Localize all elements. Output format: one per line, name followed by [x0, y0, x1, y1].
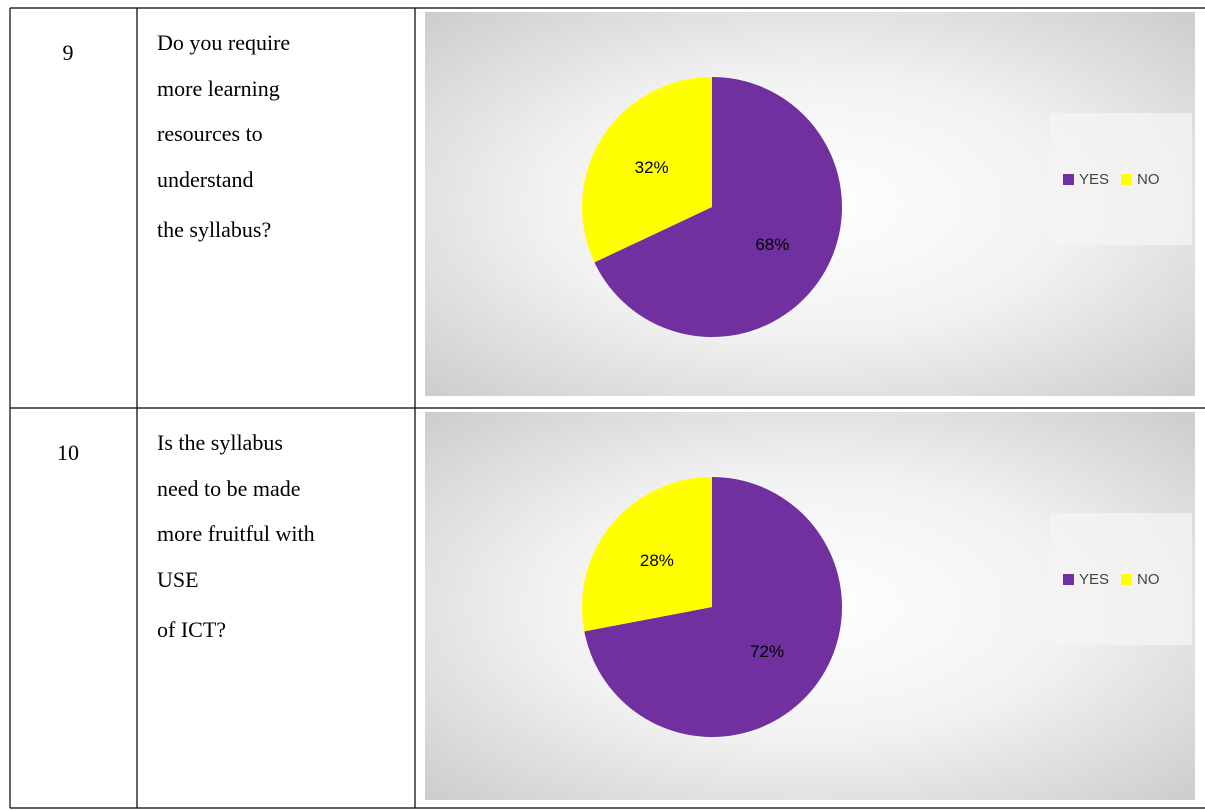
legend-swatch [1121, 174, 1133, 185]
question-line: the syllabus? [157, 217, 271, 242]
question-line: USE [157, 567, 199, 592]
row-number: 10 [57, 440, 79, 465]
legend-swatch [1063, 174, 1074, 185]
legend-label: NO [1137, 571, 1160, 588]
data-label: 32% [635, 158, 669, 177]
data-label: 28% [640, 551, 674, 570]
question-line: need to be made [157, 476, 301, 501]
legend-label: YES [1079, 171, 1109, 188]
legend-swatch [1121, 574, 1133, 585]
pie-slice [584, 477, 843, 737]
question-line: Do you require [157, 30, 290, 55]
question-line: of ICT? [157, 617, 226, 642]
question-line: more learning [157, 76, 280, 101]
pie-slice [582, 77, 712, 263]
row-number: 9 [63, 40, 74, 65]
data-label: 72% [750, 642, 784, 661]
question-line: understand [157, 167, 254, 192]
question-line: more fruitful with [157, 521, 315, 546]
legend-label: NO [1137, 171, 1160, 188]
legend-label: YES [1079, 571, 1109, 588]
table-borders [9, 7, 1205, 809]
pie-slice [582, 477, 712, 632]
legend-swatch [1063, 574, 1074, 585]
question-line: resources to [157, 121, 263, 146]
data-label: 68% [755, 235, 789, 254]
pie-slice [594, 77, 842, 337]
question-line: Is the syllabus [157, 430, 283, 455]
